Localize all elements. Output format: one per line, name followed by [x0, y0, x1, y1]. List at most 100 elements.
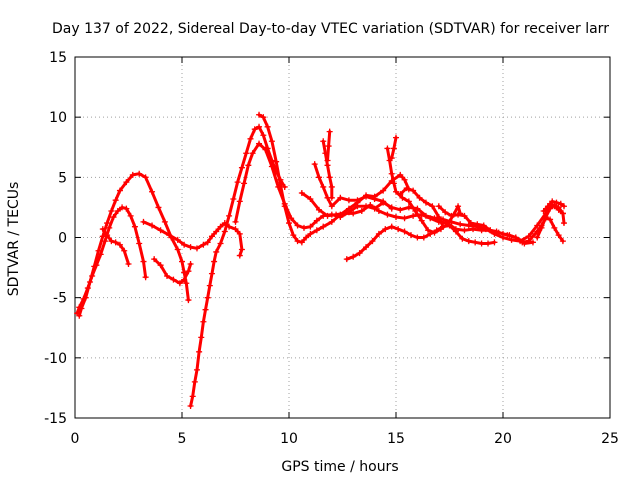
data-point — [506, 232, 513, 239]
data-point — [442, 209, 449, 216]
data-point — [313, 217, 320, 224]
data-point — [206, 282, 213, 289]
data-point — [174, 236, 181, 243]
data-point — [114, 208, 121, 215]
data-point — [189, 393, 196, 400]
data-point — [375, 208, 382, 215]
data-point — [142, 274, 149, 281]
data-point — [557, 200, 564, 207]
data-point — [478, 240, 485, 247]
data-point — [249, 150, 256, 157]
data-point — [328, 194, 335, 201]
data-point — [151, 256, 158, 263]
data-point — [251, 126, 258, 133]
data-point — [371, 195, 378, 202]
data-point — [313, 227, 320, 234]
data-point — [217, 240, 224, 247]
series-line — [77, 172, 190, 318]
data-point — [230, 195, 237, 202]
data-point — [397, 206, 404, 213]
data-point — [104, 232, 111, 239]
series-line — [189, 125, 287, 408]
data-point — [384, 145, 391, 152]
data-point — [247, 135, 254, 142]
y-tick-label: 15 — [49, 50, 67, 66]
data-point — [341, 210, 348, 217]
data-point — [119, 204, 126, 211]
data-point — [328, 183, 335, 190]
data-point — [328, 203, 335, 210]
data-point — [116, 187, 123, 194]
data-point — [369, 238, 376, 245]
data-point — [170, 276, 177, 283]
data-point — [414, 234, 421, 241]
data-point — [208, 270, 215, 277]
data-point — [200, 241, 207, 248]
data-point — [264, 123, 271, 130]
data-point — [101, 238, 108, 245]
y-tick-label: 5 — [58, 170, 67, 186]
data-point — [401, 215, 408, 222]
data-point — [345, 205, 352, 212]
y-tick-label: 10 — [49, 110, 67, 126]
data-point — [457, 221, 464, 228]
data-point — [315, 206, 322, 213]
data-point — [487, 227, 494, 234]
data-point — [260, 114, 267, 121]
data-point — [326, 128, 333, 135]
data-point — [544, 203, 551, 210]
data-point — [393, 188, 399, 195]
series-line — [313, 162, 394, 211]
data-point — [328, 218, 335, 225]
data-point — [303, 234, 310, 241]
data-point — [560, 220, 567, 227]
data-point — [204, 239, 211, 246]
series-track-17 — [435, 203, 566, 246]
data-point — [256, 123, 263, 130]
data-point — [540, 208, 547, 215]
data-point — [534, 234, 541, 241]
data-point — [472, 239, 479, 246]
data-point — [176, 280, 183, 287]
data-point — [324, 157, 331, 164]
chart-title: Day 137 of 2022, Sidereal Day-to-day VTE… — [52, 21, 609, 37]
series-line — [535, 203, 566, 239]
data-point — [410, 187, 417, 194]
data-point — [393, 134, 399, 141]
series-line — [385, 147, 462, 235]
data-point — [78, 305, 85, 312]
data-point — [529, 239, 536, 246]
data-point — [324, 212, 331, 219]
series-track-19 — [540, 198, 567, 215]
data-point — [185, 268, 192, 275]
data-point — [140, 258, 147, 265]
data-point — [202, 306, 209, 313]
data-point — [448, 212, 455, 219]
data-point — [183, 280, 190, 287]
data-point — [191, 378, 198, 385]
data-point — [161, 218, 168, 225]
data-point — [157, 227, 164, 234]
data-point — [294, 222, 301, 229]
data-point — [326, 174, 333, 181]
data-point — [112, 197, 119, 204]
y-tick-label: -5 — [53, 291, 67, 307]
data-point — [455, 203, 462, 210]
data-point — [538, 224, 545, 231]
data-point — [281, 203, 288, 210]
data-point — [86, 279, 93, 286]
data-point — [422, 199, 429, 206]
data-point — [142, 174, 149, 181]
data-point — [380, 187, 387, 194]
data-point — [405, 198, 412, 205]
data-point — [333, 211, 340, 218]
data-point — [268, 163, 275, 170]
data-point — [140, 218, 147, 225]
data-point — [232, 218, 239, 225]
data-point — [221, 228, 228, 235]
data-point — [236, 252, 243, 259]
data-point — [155, 204, 162, 211]
data-point — [555, 232, 562, 239]
data-point — [444, 221, 451, 228]
